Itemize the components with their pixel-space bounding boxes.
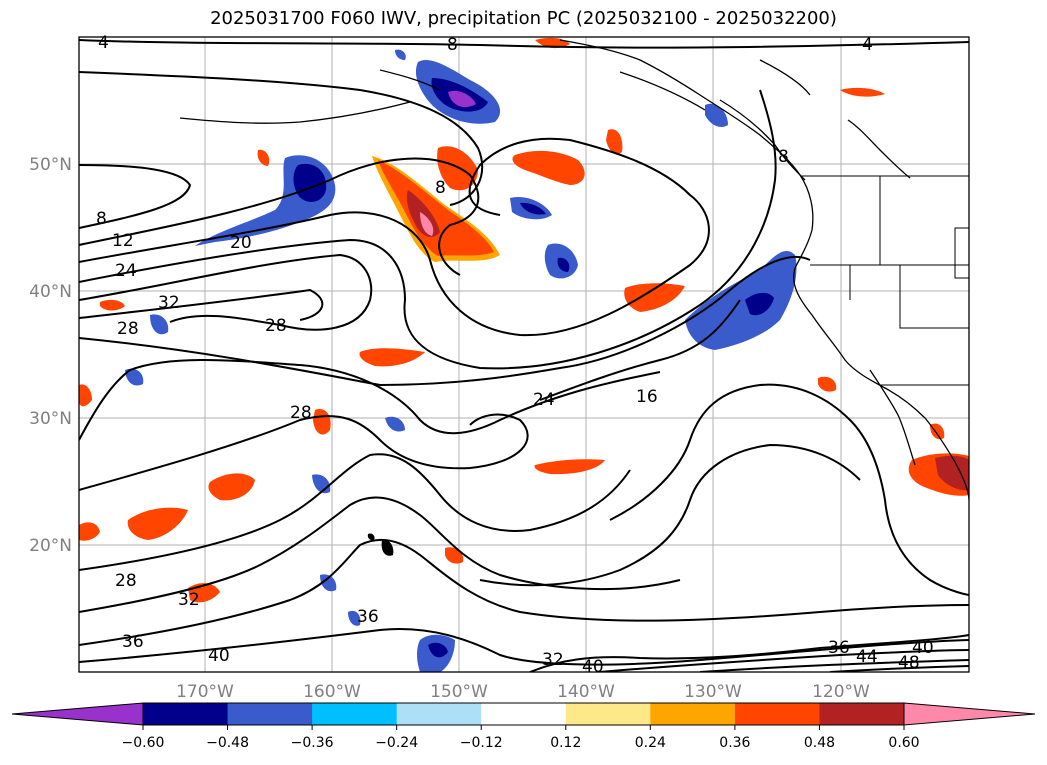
contour-label: 40 bbox=[912, 638, 934, 658]
lat-label: 30°N bbox=[29, 409, 72, 429]
colorbar-cell bbox=[481, 703, 567, 725]
colorbar-cell bbox=[312, 703, 398, 725]
contour-label: 40 bbox=[208, 646, 230, 666]
contour-labels: 4 8 4 8 8 8 12 20 24 32 28 28 28 24 16 2… bbox=[96, 33, 934, 677]
contour-label: 4 bbox=[98, 33, 109, 53]
contour-label: 44 bbox=[856, 647, 878, 667]
colorbar-cell bbox=[143, 703, 229, 725]
colorbar-tick-label: 0.48 bbox=[804, 735, 835, 751]
contour-label: 8 bbox=[447, 35, 458, 55]
hawaii-islands bbox=[367, 533, 394, 556]
colorbar-tick-label: 0.36 bbox=[719, 735, 750, 751]
lon-label: 160°W bbox=[303, 682, 361, 702]
contour-label: 36 bbox=[357, 607, 379, 627]
lon-label: 140°W bbox=[557, 682, 615, 702]
contour-label: 16 bbox=[636, 387, 658, 407]
coastlines bbox=[179, 39, 969, 501]
lat-label: 50°N bbox=[29, 155, 72, 175]
contour-label: 24 bbox=[533, 390, 555, 410]
colorbar-tick-label: −0.60 bbox=[122, 735, 165, 751]
colorbar-tick-label: −0.12 bbox=[460, 735, 503, 751]
colorbar-cell bbox=[819, 703, 905, 725]
contour-label: 36 bbox=[828, 638, 850, 658]
contour-label: 40 bbox=[582, 657, 604, 677]
iwv-contours bbox=[79, 39, 969, 672]
colorbar-tick-label: −0.24 bbox=[375, 735, 418, 751]
map-frame bbox=[78, 36, 970, 673]
lon-label: 150°W bbox=[430, 682, 488, 702]
colorbar-cell bbox=[565, 703, 651, 725]
colorbar-cell bbox=[396, 703, 482, 725]
colorbar-tick-label: −0.36 bbox=[291, 735, 334, 751]
contour-label: 28 bbox=[265, 316, 287, 336]
contour-label: 32 bbox=[178, 590, 200, 610]
contour-label: 12 bbox=[112, 231, 134, 251]
political-borders bbox=[800, 175, 969, 386]
longitude-labels: 170°W 160°W 150°W 140°W 130°W 120°W bbox=[176, 682, 870, 702]
lat-label: 20°N bbox=[29, 536, 72, 556]
map-title: 2025031700 F060 IWV, precipitation PC (2… bbox=[210, 8, 837, 29]
colorbar-tick-label: 0.60 bbox=[888, 735, 919, 751]
lat-label: 40°N bbox=[29, 282, 72, 302]
precip-anomaly-shading bbox=[79, 37, 969, 672]
contour-label: 36 bbox=[122, 632, 144, 652]
map-plot-area bbox=[79, 37, 969, 672]
contour-label: 32 bbox=[158, 293, 180, 313]
colorbar-tick-label: −0.48 bbox=[206, 735, 249, 751]
colorbar-right-extension bbox=[903, 702, 1036, 726]
colorbar-cell bbox=[227, 703, 313, 725]
contour-label: 48 bbox=[898, 653, 920, 673]
contour-label: 28 bbox=[290, 403, 312, 423]
colorbar-cell bbox=[734, 703, 820, 725]
lon-label: 130°W bbox=[684, 682, 742, 702]
contour-label: 20 bbox=[230, 233, 252, 253]
latitude-labels: 50°N 40°N 30°N 20°N bbox=[29, 155, 72, 556]
colorbar-frame bbox=[142, 702, 905, 726]
contour-label: 28 bbox=[117, 319, 139, 339]
lon-label: 170°W bbox=[176, 682, 234, 702]
contour-label: 24 bbox=[115, 261, 137, 281]
colorbar-left-extension bbox=[11, 702, 144, 726]
contour-label: 32 bbox=[542, 650, 564, 670]
colorbar-cell bbox=[650, 703, 736, 725]
colorbar-tick-label: 0.24 bbox=[635, 735, 666, 751]
contour-label: 8 bbox=[96, 209, 107, 229]
contour-label: 4 bbox=[862, 35, 873, 55]
contour-label: 8 bbox=[435, 178, 446, 198]
colorbar: −0.60 −0.48 −0.36 −0.24 −0.12 0.12 0.24 0.36 0.4… bbox=[11, 702, 1036, 751]
colorbar-tick-label: 0.12 bbox=[550, 735, 581, 751]
contour-label: 8 bbox=[778, 147, 789, 167]
contour-label: 28 bbox=[115, 571, 137, 591]
lon-label: 120°W bbox=[812, 682, 870, 702]
